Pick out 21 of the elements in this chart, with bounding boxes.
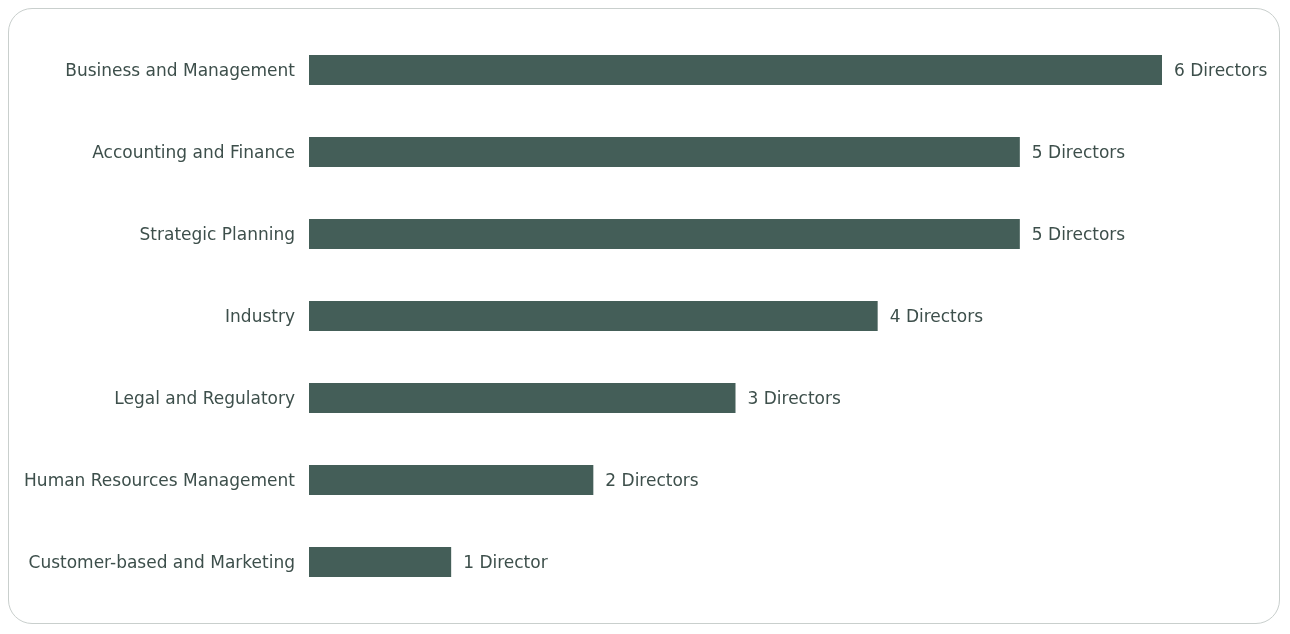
y-tick-label: Business and Management: [65, 60, 296, 80]
bar: [309, 137, 1020, 167]
data-label: 5 Directors: [1031, 142, 1126, 162]
bar: [309, 547, 452, 577]
bar: [309, 55, 1162, 85]
bar: [309, 301, 878, 331]
data-label: 2 Directors: [605, 470, 699, 490]
bar: [309, 465, 594, 495]
data-label: 4 Directors: [889, 306, 984, 326]
data-label: 5 Directors: [1031, 224, 1126, 244]
y-tick-label: Legal and Regulatory: [114, 388, 295, 408]
data-label: 1 Director: [463, 552, 548, 572]
y-tick-label: Industry: [225, 306, 295, 326]
data-label: 3 Directors: [747, 388, 842, 408]
y-tick-label: Accounting and Finance: [92, 142, 295, 162]
data-label: 6 Directors: [1174, 60, 1268, 80]
bar: [309, 219, 1020, 249]
y-tick-label: Customer-based and Marketing: [28, 552, 295, 572]
y-tick-label: Strategic Planning: [139, 224, 295, 244]
y-tick-label: Human Resources Management: [24, 470, 296, 490]
bar: [309, 383, 736, 413]
